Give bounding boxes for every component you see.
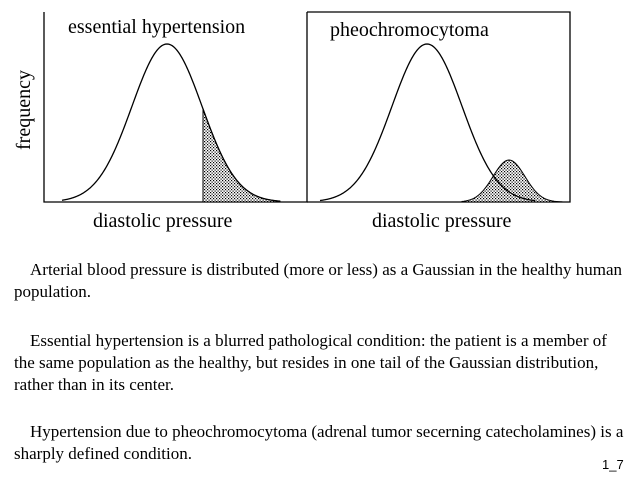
left-gaussian-curve [61, 43, 281, 202]
left-panel-xlabel: diastolic pressure [93, 210, 233, 232]
distribution-figure: essential hypertension diastolic pressur… [13, 11, 571, 232]
left-panel-title: essential hypertension [68, 16, 245, 38]
left-panel-frame [43, 12, 308, 203]
paragraph-pheochromocytoma: Hypertension due to pheochromocytoma (ad… [14, 422, 624, 463]
right-panel-title: pheochromocytoma [330, 19, 489, 41]
right-gaussian-curve [319, 43, 536, 202]
y-axis-label: frequency [13, 70, 35, 150]
right-small-distribution-shaded [461, 159, 563, 203]
right-panel-xlabel: diastolic pressure [372, 210, 512, 232]
left-tail-shaded-area [202, 108, 281, 203]
panel-essential-hypertension: essential hypertension diastolic pressur… [43, 12, 308, 232]
paragraph-gaussian-distribution: Arterial blood pressure is distributed (… [14, 260, 623, 301]
paragraph-essential-hypertension: Essential hypertension is a blurred path… [14, 331, 607, 394]
right-panel-frame [307, 11, 571, 203]
slide-number: 1_7 [602, 457, 624, 472]
panel-pheochromocytoma: pheochromocytoma diastolic pressure [307, 11, 571, 232]
